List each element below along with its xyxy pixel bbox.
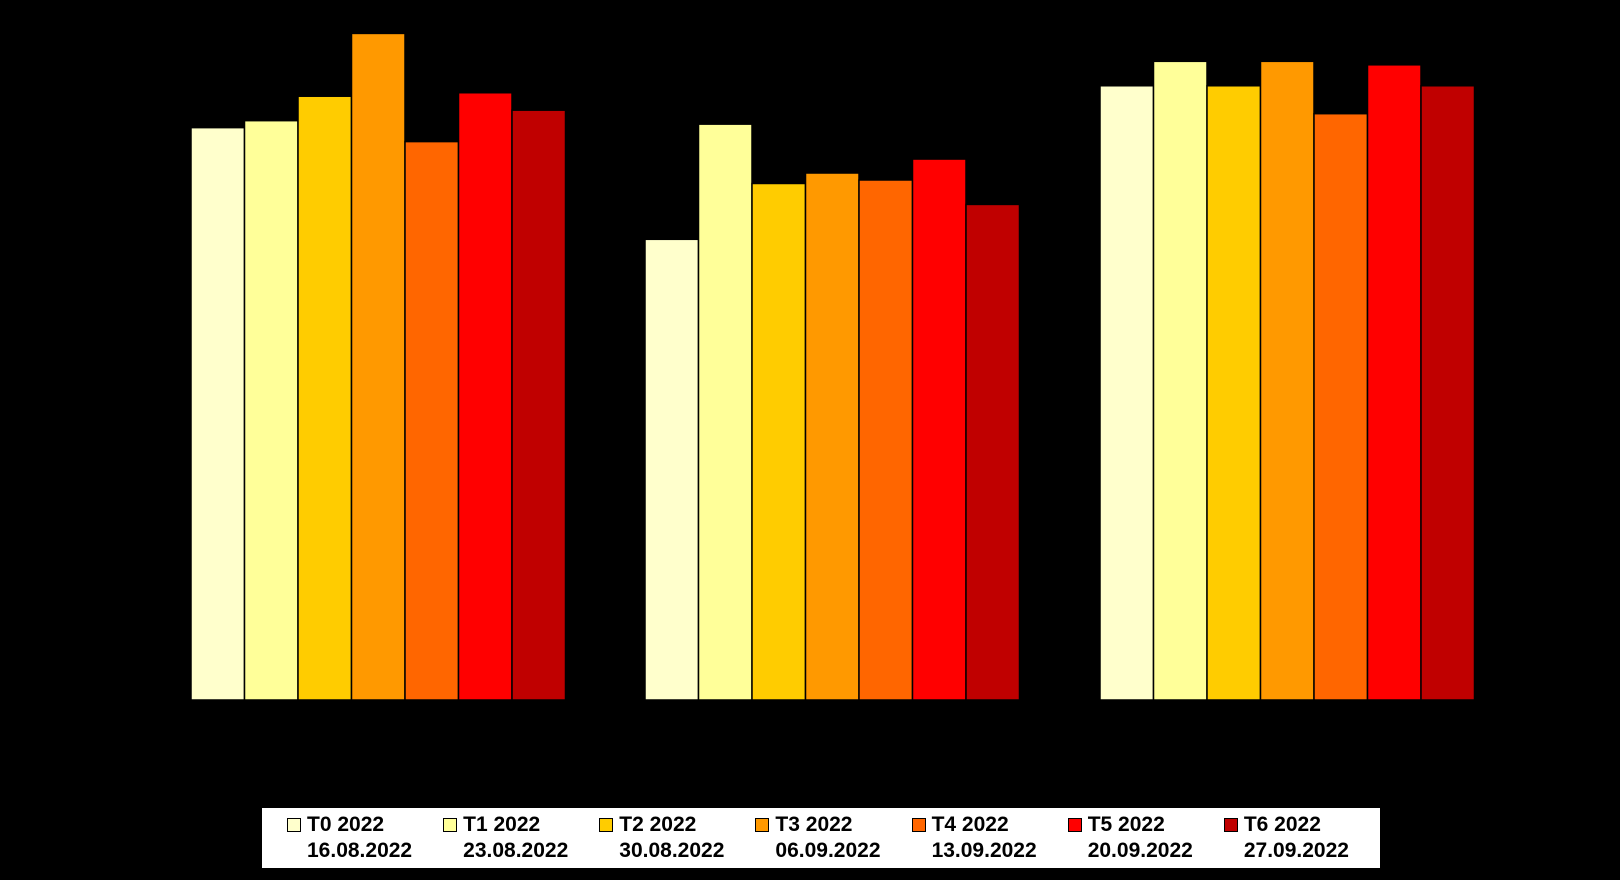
bar [644, 238, 700, 701]
legend-date: 27.09.2022 [1243, 839, 1349, 862]
bar [190, 126, 246, 701]
bar [1420, 85, 1476, 701]
bar [1099, 85, 1155, 701]
bar [1259, 60, 1315, 701]
legend-label: T5 2022 [1087, 813, 1165, 836]
legend-label: T3 2022 [775, 813, 853, 836]
legend-item: T0 2022 16.08.2022 [287, 812, 443, 864]
bar-chart [190, 32, 1476, 701]
legend-date: 30.08.2022 [619, 839, 725, 862]
legend-date: 23.08.2022 [463, 839, 569, 862]
bar [804, 172, 860, 701]
legend-label: T2 2022 [619, 813, 697, 836]
legend-label: T6 2022 [1243, 813, 1321, 836]
bar [911, 158, 967, 701]
legend-swatch-t2 [599, 818, 614, 832]
legend-swatch-t0 [287, 818, 301, 832]
legend-label: T0 2022 [307, 813, 385, 836]
legend-swatch-t4 [911, 818, 926, 832]
legend-swatch-t5 [1067, 818, 1082, 832]
bar [697, 123, 753, 701]
bar [1313, 112, 1369, 701]
bar [1206, 85, 1262, 701]
bar [457, 91, 513, 701]
legend-swatch-t3 [755, 818, 770, 832]
legend-item: T4 2022 13.09.2022 [911, 812, 1068, 864]
bar [751, 182, 807, 701]
bar [350, 32, 406, 701]
legend-swatch-t6 [1223, 818, 1238, 832]
legend-item: T6 2022 27.09.2022 [1223, 812, 1380, 864]
bar [243, 119, 299, 701]
legend-item: T3 2022 06.09.2022 [755, 812, 911, 864]
bar [1366, 64, 1422, 701]
legend-date: 06.09.2022 [775, 839, 881, 862]
bar [404, 140, 460, 701]
bar [965, 203, 1021, 701]
legend-item: T2 2022 30.08.2022 [599, 812, 755, 864]
bar [511, 109, 567, 701]
bar [1152, 60, 1208, 701]
bar [858, 179, 914, 701]
legend-date: 13.09.2022 [931, 839, 1037, 862]
legend-item: T1 2022 23.08.2022 [443, 812, 599, 864]
legend-label: T4 2022 [931, 813, 1009, 836]
legend-date: 16.08.2022 [307, 839, 413, 862]
legend-label: T1 2022 [463, 813, 541, 836]
legend-date: 20.09.2022 [1087, 839, 1193, 862]
bar [297, 95, 353, 701]
legend-swatch-t1 [443, 818, 458, 832]
legend-item: T5 2022 20.09.2022 [1067, 812, 1224, 864]
legend: T0 2022 16.08.2022 T1 2022 23.08.2022 T2… [262, 808, 1380, 868]
